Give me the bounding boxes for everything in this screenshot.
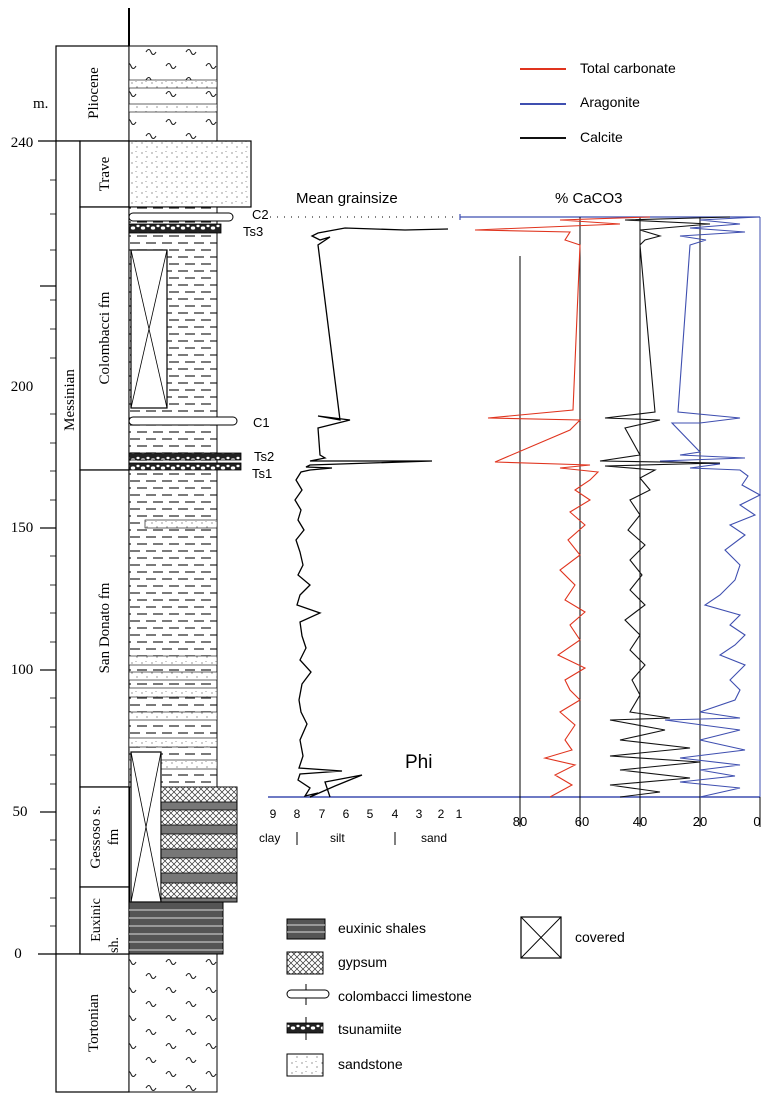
period-messinian: Messinian bbox=[62, 369, 78, 431]
legend-swatch-sandstone bbox=[286, 1053, 324, 1077]
grainsize-tick: 5 bbox=[367, 807, 374, 821]
grainsize-panel: Mean grainsize Phi 9 8 7 6 5 4 3 2 1 cla… bbox=[259, 190, 760, 845]
legend-swatch-covered bbox=[520, 916, 562, 959]
legend-swatch-tsunamiite bbox=[286, 1017, 324, 1040]
formation-colombacci: Colombacci fm bbox=[97, 291, 113, 384]
legend-swatch-colombacci bbox=[286, 984, 330, 1005]
depth-unit: m. bbox=[33, 96, 48, 112]
legend-euxinic-shales: euxinic shales bbox=[338, 920, 426, 936]
formation-column: Trave Colombacci fm San Donato fm Gessos… bbox=[79, 140, 130, 955]
grainsize-tick: 2 bbox=[438, 807, 445, 821]
formation-san-donato: San Donato fm bbox=[97, 582, 113, 673]
legend-sandstone: sandstone bbox=[338, 1056, 403, 1072]
period-pliocene: Pliocene bbox=[86, 67, 102, 119]
legend-covered: covered bbox=[575, 929, 625, 945]
class-silt: silt bbox=[330, 831, 345, 845]
carbonate-legend: Total carbonate Aragonite Calcite bbox=[520, 60, 676, 145]
legend-total-carbonate: Total carbonate bbox=[580, 60, 676, 76]
legend-colombacci-limestone: colombacci limestone bbox=[338, 988, 472, 1004]
depth-tick-label: 240 bbox=[11, 135, 34, 151]
depth-tick-label: 100 bbox=[11, 662, 34, 678]
carbonate-panel: % CaCO3 80 60 40 20 0 bbox=[459, 190, 762, 829]
phi-label: Phi bbox=[405, 752, 432, 773]
carbonate-tick: 40 bbox=[633, 814, 647, 829]
legend-swatch-gypsum bbox=[286, 951, 324, 975]
legend-calcite: Calcite bbox=[580, 129, 623, 145]
class-sand: sand bbox=[421, 831, 447, 845]
marker-ts1: Ts1 bbox=[252, 466, 272, 481]
event-markers: C2 Ts3 C1 Ts2 Ts1 bbox=[243, 207, 274, 481]
grainsize-tick: 6 bbox=[343, 807, 350, 821]
depth-tick-label: 200 bbox=[11, 379, 34, 395]
grainsize-tick: 4 bbox=[392, 807, 399, 821]
carbonate-tick: 60 bbox=[575, 814, 589, 829]
formation-gessoso-line2: fm bbox=[106, 828, 122, 845]
period-tortonian: Tortonian bbox=[86, 993, 102, 1052]
class-clay: clay bbox=[259, 831, 280, 845]
grainsize-tick: 7 bbox=[319, 807, 326, 821]
legend-aragonite: Aragonite bbox=[580, 94, 640, 110]
marker-c2: C2 bbox=[252, 207, 269, 222]
marker-ts3: Ts3 bbox=[243, 224, 263, 239]
lithology-column bbox=[128, 45, 252, 1093]
grainsize-tick: 9 bbox=[270, 807, 277, 821]
carbonate-tick: 20 bbox=[693, 814, 707, 829]
grainsize-tick: 3 bbox=[416, 807, 423, 821]
marker-ts2: Ts2 bbox=[254, 449, 274, 464]
carbonate-tick: 80 bbox=[513, 814, 527, 829]
formation-trave: Trave bbox=[97, 156, 113, 191]
depth-tick-label: 150 bbox=[11, 520, 34, 536]
marker-c1: C1 bbox=[253, 415, 270, 430]
legend-gypsum: gypsum bbox=[338, 954, 387, 970]
formation-gessoso-line1: Gessoso s. bbox=[88, 805, 104, 868]
grainsize-title: Mean grainsize bbox=[296, 190, 398, 207]
formation-euxinic-line2: sh. bbox=[107, 937, 122, 953]
depth-tick-label: 50 bbox=[13, 804, 28, 820]
depth-tick-label: 0 bbox=[14, 946, 22, 962]
carbonate-tick: 0 bbox=[753, 814, 760, 829]
lithology-legend: euxinic shales gypsum colombacci limesto… bbox=[286, 916, 625, 1077]
grainsize-tick: 8 bbox=[294, 807, 301, 821]
legend-tsunamiite: tsunamiite bbox=[338, 1021, 402, 1037]
depth-axis: m. 0 50 100 150 200 240 bbox=[11, 96, 56, 962]
legend-swatch-euxinic bbox=[286, 918, 326, 940]
carbonate-title: % CaCO3 bbox=[555, 190, 623, 207]
grainsize-tick: 1 bbox=[456, 807, 463, 821]
period-column: Pliocene Messinian Tortonian bbox=[55, 45, 130, 1093]
formation-euxinic-line1: Euxinic bbox=[89, 898, 104, 942]
